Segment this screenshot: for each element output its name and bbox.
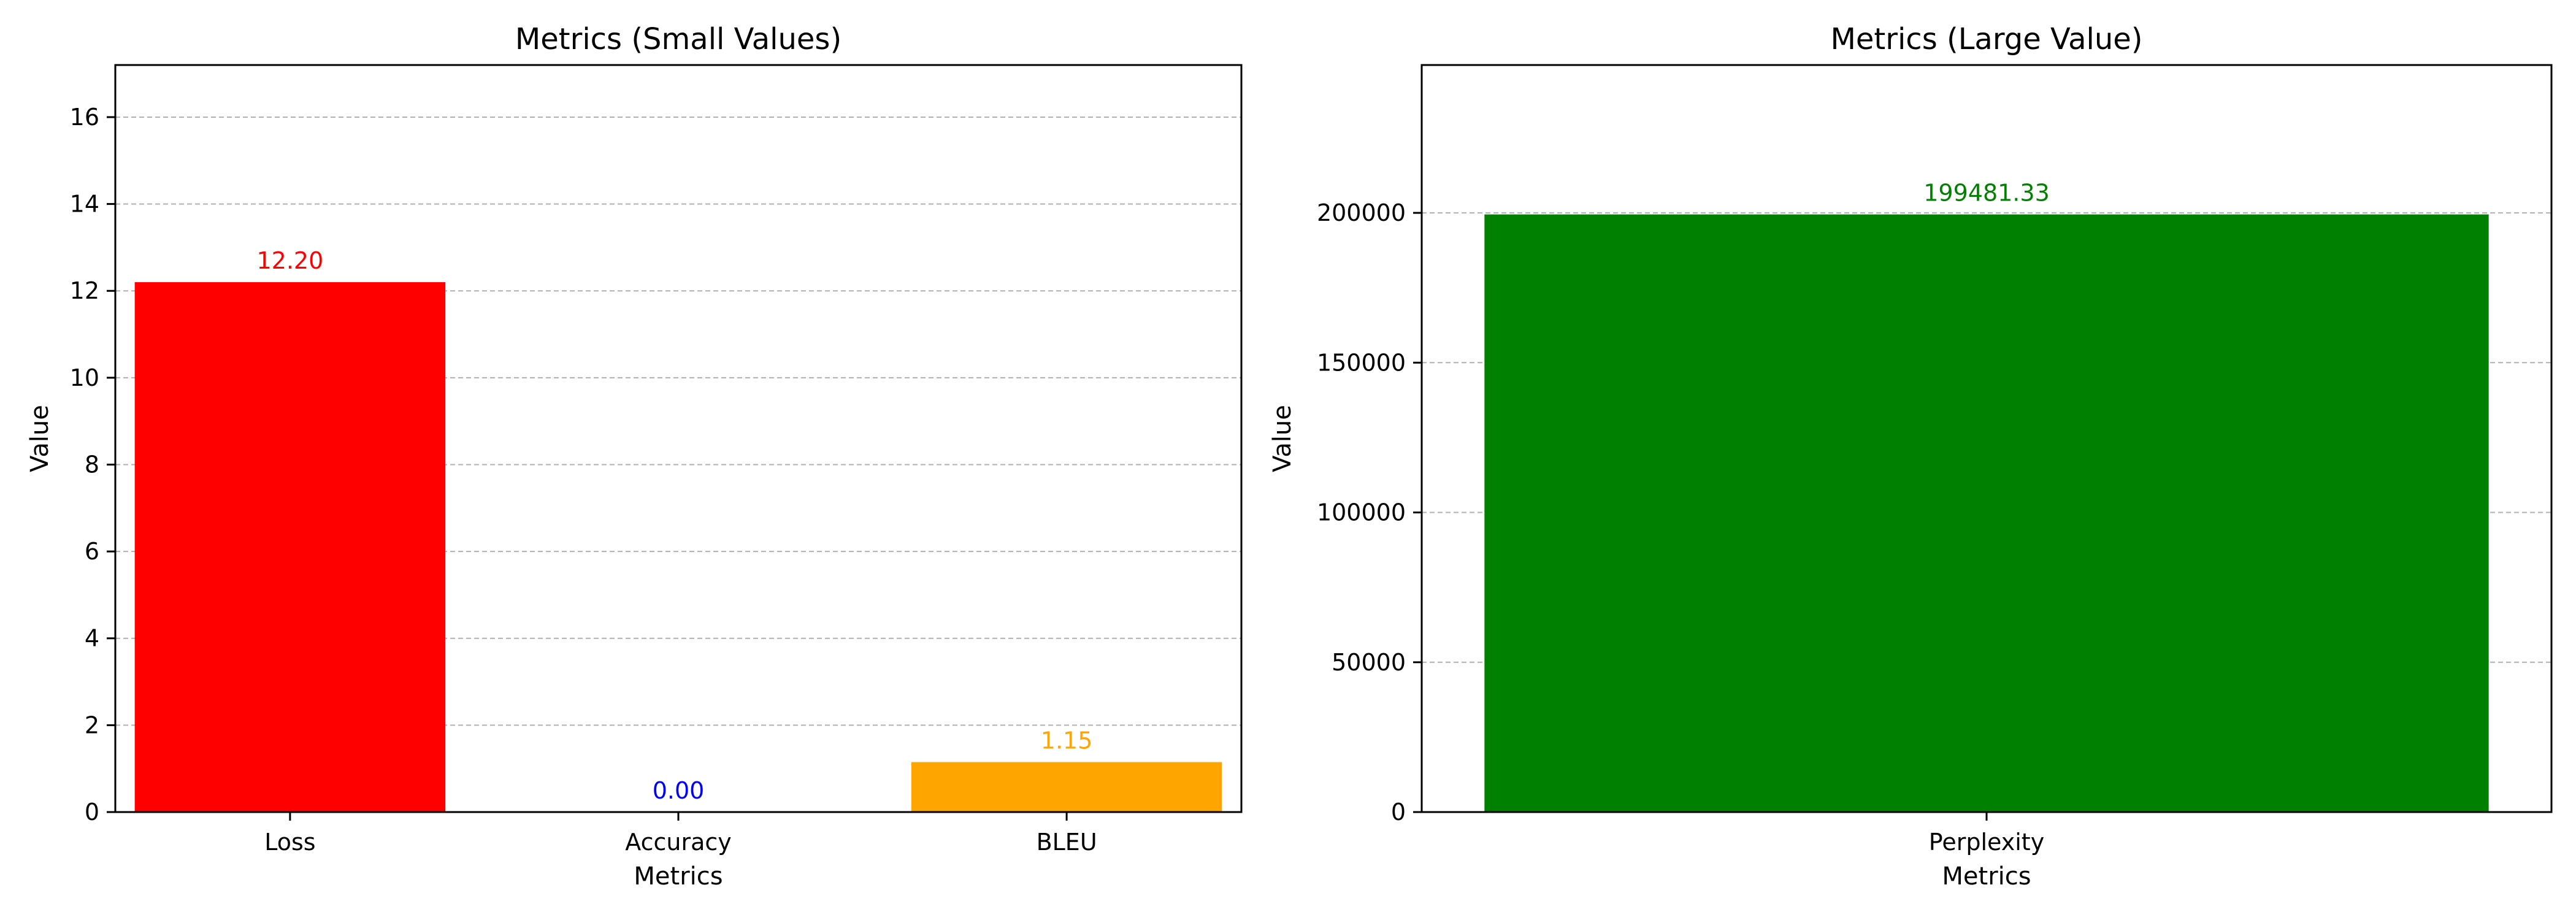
y-tick-label: 10 <box>70 364 99 391</box>
y-tick-label: 4 <box>85 625 99 652</box>
y-tick-label: 100000 <box>1317 499 1406 526</box>
chart-title: Metrics (Large Value) <box>1830 22 2142 56</box>
y-tick-label: 50000 <box>1332 649 1406 676</box>
y-tick-label: 150000 <box>1317 349 1406 376</box>
x-tick-label: Loss <box>264 829 315 856</box>
y-axis-label: Value <box>1268 405 1297 472</box>
x-tick-label: Perplexity <box>1929 829 2044 856</box>
x-tick-label: BLEU <box>1037 829 1097 856</box>
bar-bleu <box>911 762 1222 812</box>
chart-large-value: 0 50000 100000 150000 200000 Perplexity 19948… <box>1268 22 2553 891</box>
bars <box>134 282 1222 812</box>
y-tick-label: 14 <box>70 191 99 218</box>
bar-perplexity <box>1484 214 2489 812</box>
bars <box>1484 214 2489 812</box>
data-labels: 199481.33 <box>1923 180 2050 207</box>
y-tick-label: 16 <box>70 104 99 131</box>
y-tick-label: 6 <box>85 538 99 565</box>
y-axis-label: Value <box>26 405 54 472</box>
y-tick-label: 0 <box>1391 799 1406 826</box>
chart-title: Metrics (Small Values) <box>515 22 841 56</box>
y-tick-label: 2 <box>85 711 99 738</box>
data-label: 0.00 <box>653 777 705 804</box>
y-tick-label: 0 <box>85 799 99 826</box>
y-tick-label: 12 <box>70 277 99 304</box>
x-axis-label: Metrics <box>634 862 723 891</box>
y-tick-label: 8 <box>85 451 99 478</box>
data-label: 1.15 <box>1041 727 1093 754</box>
y-tick-label: 200000 <box>1317 199 1406 226</box>
bar-loss <box>134 282 446 812</box>
x-tick-label: Accuracy <box>625 829 732 856</box>
data-label: 12.20 <box>256 247 323 274</box>
data-label: 199481.33 <box>1923 180 2050 207</box>
x-axis-label: Metrics <box>1942 862 2031 891</box>
axis-ticks: 0 50000 100000 150000 200000 Perplexity <box>1317 199 2044 856</box>
data-labels: 12.20 0.00 1.15 <box>256 247 1092 804</box>
axis-ticks: 0 2 4 6 8 10 12 14 16 Loss Accuracy BLEU <box>70 104 1097 856</box>
